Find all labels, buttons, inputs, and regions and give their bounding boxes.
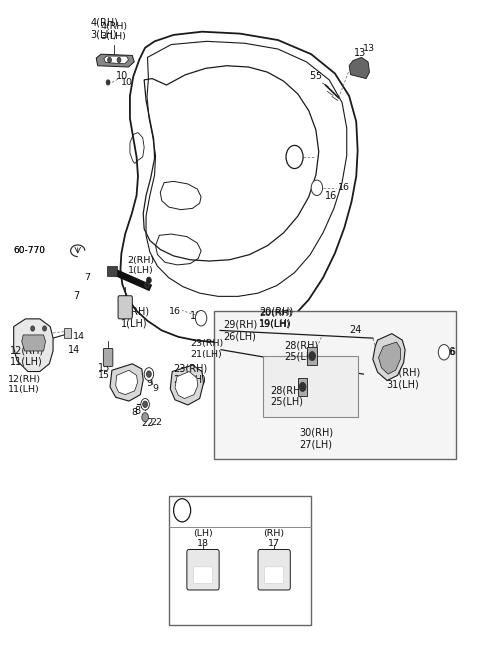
Text: a: a	[179, 505, 185, 515]
Circle shape	[441, 349, 447, 356]
Text: 12(RH)
11(LH): 12(RH) 11(LH)	[8, 375, 41, 394]
Circle shape	[438, 345, 450, 360]
Text: 28(RH)
25(LH): 28(RH) 25(LH)	[285, 340, 319, 362]
FancyBboxPatch shape	[118, 295, 132, 319]
Text: 6: 6	[450, 348, 456, 357]
Text: 60-770: 60-770	[13, 246, 45, 255]
Circle shape	[286, 145, 303, 168]
Text: 4(RH)
3(LH): 4(RH) 3(LH)	[100, 22, 127, 41]
Circle shape	[311, 180, 323, 196]
Polygon shape	[175, 371, 198, 399]
Text: 9: 9	[153, 384, 159, 393]
Text: 2(RH)
1(LH): 2(RH) 1(LH)	[121, 307, 149, 329]
Circle shape	[144, 282, 149, 288]
Polygon shape	[110, 364, 143, 401]
Text: 16: 16	[190, 311, 203, 321]
Polygon shape	[104, 56, 129, 64]
Text: 15: 15	[97, 371, 109, 380]
Polygon shape	[96, 54, 134, 67]
Text: 4(RH)
3(LH): 4(RH) 3(LH)	[91, 17, 119, 40]
Text: 20(RH)
19(LH): 20(RH) 19(LH)	[259, 309, 292, 329]
Text: a: a	[291, 152, 298, 162]
Bar	[263, 356, 358, 417]
Bar	[298, 378, 307, 396]
Text: 5: 5	[315, 71, 321, 80]
Polygon shape	[170, 365, 204, 405]
Circle shape	[108, 58, 111, 62]
Text: 16: 16	[338, 183, 350, 192]
Text: 14: 14	[73, 332, 85, 341]
Circle shape	[106, 80, 110, 85]
Text: (RH): (RH)	[264, 529, 285, 538]
Text: 12(RH)
11(LH): 12(RH) 11(LH)	[10, 345, 44, 367]
Text: (LH): (LH)	[193, 529, 213, 538]
Text: 30(RH)
27(LH): 30(RH) 27(LH)	[300, 428, 334, 449]
Bar	[169, 496, 311, 625]
Circle shape	[31, 326, 35, 331]
Text: 5: 5	[309, 71, 315, 81]
Text: 6: 6	[449, 347, 455, 357]
Circle shape	[65, 330, 70, 336]
Text: 18: 18	[197, 539, 209, 548]
Bar	[214, 311, 456, 459]
Polygon shape	[116, 370, 137, 395]
Text: 20(RH)
19(LH): 20(RH) 19(LH)	[259, 307, 293, 329]
Text: 7: 7	[73, 291, 79, 301]
Text: 10: 10	[116, 71, 128, 81]
Text: 17: 17	[268, 539, 280, 548]
Circle shape	[174, 499, 191, 522]
Bar	[63, 328, 71, 338]
Text: 2(RH)
1(LH): 2(RH) 1(LH)	[128, 256, 155, 275]
Circle shape	[146, 371, 151, 377]
Text: 29(RH)
26(LH): 29(RH) 26(LH)	[223, 319, 258, 341]
Circle shape	[195, 310, 207, 326]
FancyBboxPatch shape	[103, 349, 113, 366]
Text: 24: 24	[349, 325, 361, 336]
Polygon shape	[349, 58, 370, 78]
Text: 60-770: 60-770	[13, 246, 45, 255]
FancyBboxPatch shape	[258, 550, 290, 590]
Circle shape	[143, 401, 147, 408]
Polygon shape	[14, 319, 53, 371]
Circle shape	[198, 314, 204, 323]
Bar	[107, 266, 117, 277]
Text: 13: 13	[363, 44, 375, 53]
Text: 9: 9	[146, 378, 152, 388]
Text: 8: 8	[131, 408, 137, 417]
Circle shape	[309, 352, 315, 361]
Circle shape	[144, 367, 154, 380]
Text: 10: 10	[120, 78, 132, 87]
Text: 16: 16	[169, 307, 181, 316]
Text: 23(RH)
21(LH): 23(RH) 21(LH)	[174, 364, 208, 385]
Text: a: a	[293, 151, 299, 161]
Circle shape	[117, 58, 121, 62]
Circle shape	[141, 399, 149, 410]
Polygon shape	[22, 335, 46, 351]
Text: 28(RH)
25(LH): 28(RH) 25(LH)	[270, 385, 305, 407]
Text: 23(RH)
21(LH): 23(RH) 21(LH)	[190, 340, 223, 359]
FancyBboxPatch shape	[187, 550, 219, 590]
Text: 15: 15	[97, 363, 110, 373]
Text: 22: 22	[150, 418, 162, 427]
Text: 13: 13	[354, 48, 366, 58]
Circle shape	[43, 326, 47, 331]
Text: 7: 7	[84, 273, 90, 283]
Circle shape	[313, 183, 320, 192]
Text: 32(RH)
31(LH): 32(RH) 31(LH)	[386, 368, 420, 389]
Text: 22: 22	[141, 418, 154, 428]
Text: 8: 8	[135, 406, 141, 417]
FancyBboxPatch shape	[264, 567, 284, 584]
Polygon shape	[373, 334, 405, 380]
Text: 14: 14	[68, 345, 81, 354]
Bar	[307, 347, 317, 365]
FancyBboxPatch shape	[193, 567, 213, 584]
Circle shape	[142, 413, 148, 422]
Polygon shape	[379, 342, 400, 374]
Circle shape	[146, 277, 151, 284]
Text: 16: 16	[325, 191, 337, 200]
Circle shape	[300, 382, 306, 391]
